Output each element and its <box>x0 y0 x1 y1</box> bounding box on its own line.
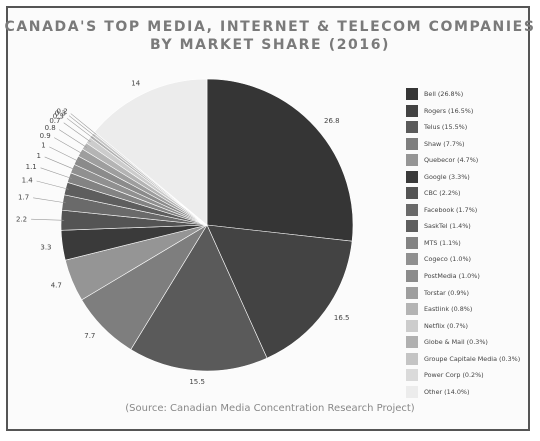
chart-title-line-2: BY MARKET SHARE (2016) <box>149 37 391 53</box>
legend-swatch <box>406 203 418 216</box>
pie-slice <box>94 78 208 226</box>
legend-label: Rogers (16.5%) <box>424 106 474 115</box>
legend-label: Groupe Capitale Media (0.3%) <box>424 354 521 363</box>
leader-line <box>36 180 69 190</box>
legend-item: Google (3.3%) <box>406 169 534 186</box>
legend-label: Netflix (0.7%) <box>424 321 469 330</box>
leader-line <box>33 197 66 204</box>
legend-swatch <box>406 369 418 382</box>
chart-legend: Bell (26.8%) Rogers (16.5%) Telus (15.5%) S… <box>406 86 534 400</box>
legend-swatch <box>406 336 418 349</box>
legend-item: Bell (26.8%) <box>406 86 534 103</box>
leader-line <box>54 137 84 155</box>
legend-swatch <box>406 352 418 365</box>
leader-line <box>58 129 87 148</box>
leader-line <box>40 167 72 179</box>
legend-swatch <box>406 170 418 183</box>
legend-item: Globe & Mail (0.3%) <box>406 334 534 351</box>
legend-swatch <box>406 121 418 134</box>
legend-item: Netflix (0.7%) <box>406 318 534 335</box>
legend-label: Google (3.3%) <box>424 172 470 181</box>
legend-swatch <box>406 88 418 100</box>
legend-swatch <box>406 104 418 117</box>
leader-line <box>70 113 97 135</box>
legend-label: PostMedia (1.0%) <box>424 272 480 281</box>
legend-label: Globe & Mail (0.3%) <box>424 338 488 347</box>
legend-swatch <box>406 253 418 266</box>
legend-swatch <box>406 220 418 233</box>
slice-value-label: 0.8 <box>45 124 56 132</box>
legend-label: Cogeco (1.0%) <box>424 255 472 264</box>
slice-value-label: 0.7 <box>49 117 60 125</box>
legend-swatch <box>406 319 418 332</box>
pie-slice <box>206 78 354 242</box>
legend-swatch <box>406 154 418 167</box>
legend-swatch <box>406 236 418 249</box>
slice-value-label: 26.8 <box>324 117 340 125</box>
slice-value-label: 1 <box>37 152 41 160</box>
legend-item: Facebook (1.7%) <box>406 202 534 219</box>
legend-label: SaskTel (1.4%) <box>424 222 471 231</box>
leader-line <box>44 156 76 170</box>
legend-label: Other (14.0%) <box>424 387 470 396</box>
slice-value-label: 16.5 <box>334 314 350 322</box>
legend-label: Power Corp (0.2%) <box>424 371 484 380</box>
legend-item: Shaw (7.7%) <box>406 136 534 153</box>
legend-item: SaskTel (1.4%) <box>406 218 534 235</box>
slice-value-label: 4.7 <box>51 281 62 289</box>
slice-value-label: 0.2 <box>57 108 68 116</box>
pie-slice <box>130 224 268 372</box>
legend-label: Eastlink (0.8%) <box>424 305 473 314</box>
leader-line <box>63 122 91 143</box>
slice-value-label: 2.2 <box>16 216 27 224</box>
slice-value-label: 14 <box>131 79 140 87</box>
legend-item: CBC (2.2%) <box>406 185 534 202</box>
slice-value-label: 1.4 <box>22 177 34 185</box>
slice-value-label: 7.7 <box>84 332 95 340</box>
legend-label: Torstar (0.9%) <box>424 288 469 297</box>
leader-line <box>49 146 79 162</box>
legend-item: Eastlink (0.8%) <box>406 301 534 318</box>
legend-label: Telus (15.5%) <box>424 123 468 132</box>
leader-line <box>66 118 94 139</box>
legend-item: Groupe Capitale Media (0.3%) <box>406 351 534 368</box>
legend-label: Bell (26.8%) <box>424 90 464 98</box>
leader-line <box>68 115 96 137</box>
slice-value-label: 1.7 <box>18 194 29 202</box>
legend-label: Quebecor (4.7%) <box>424 156 479 165</box>
slice-value-label: 0.9 <box>40 132 51 140</box>
chart-title: CANADA'S TOP MEDIA, INTERNET & TELECOM C… <box>0 18 540 54</box>
slice-value-label: 1 <box>41 142 45 150</box>
slice-value-label: 15.5 <box>189 378 205 386</box>
legend-swatch <box>406 303 418 316</box>
legend-item: Cogeco (1.0%) <box>406 251 534 268</box>
legend-label: Shaw (7.7%) <box>424 139 465 148</box>
legend-item: Torstar (0.9%) <box>406 285 534 302</box>
legend-swatch <box>406 385 418 398</box>
legend-swatch <box>406 270 418 283</box>
legend-item: Other (14.0%) <box>406 384 534 401</box>
legend-swatch <box>406 137 418 150</box>
legend-item: MTS (1.1%) <box>406 235 534 252</box>
chart-title-line-1: CANADA'S TOP MEDIA, INTERNET & TELECOM C… <box>4 19 536 35</box>
legend-item: Telus (15.5%) <box>406 119 534 136</box>
legend-item: Rogers (16.5%) <box>406 103 534 120</box>
legend-swatch <box>406 187 418 200</box>
pie-slice <box>206 224 353 359</box>
slice-value-label: 1.1 <box>26 163 37 171</box>
slice-value-label: 3.3 <box>40 243 51 251</box>
legend-swatch <box>406 286 418 299</box>
legend-item: Power Corp (0.2%) <box>406 367 534 384</box>
legend-label: Facebook (1.7%) <box>424 205 478 214</box>
slice-value-label: 0.3 <box>53 112 64 120</box>
legend-item: Quebecor (4.7%) <box>406 152 534 169</box>
leader-line <box>31 218 65 221</box>
legend-label: CBC (2.2%) <box>424 189 461 198</box>
chart-source: (Source: Canadian Media Concentration Re… <box>125 403 415 414</box>
legend-label: MTS (1.1%) <box>424 238 461 247</box>
legend-item: PostMedia (1.0%) <box>406 268 534 285</box>
slice-value-label: 0.3 <box>55 110 66 118</box>
